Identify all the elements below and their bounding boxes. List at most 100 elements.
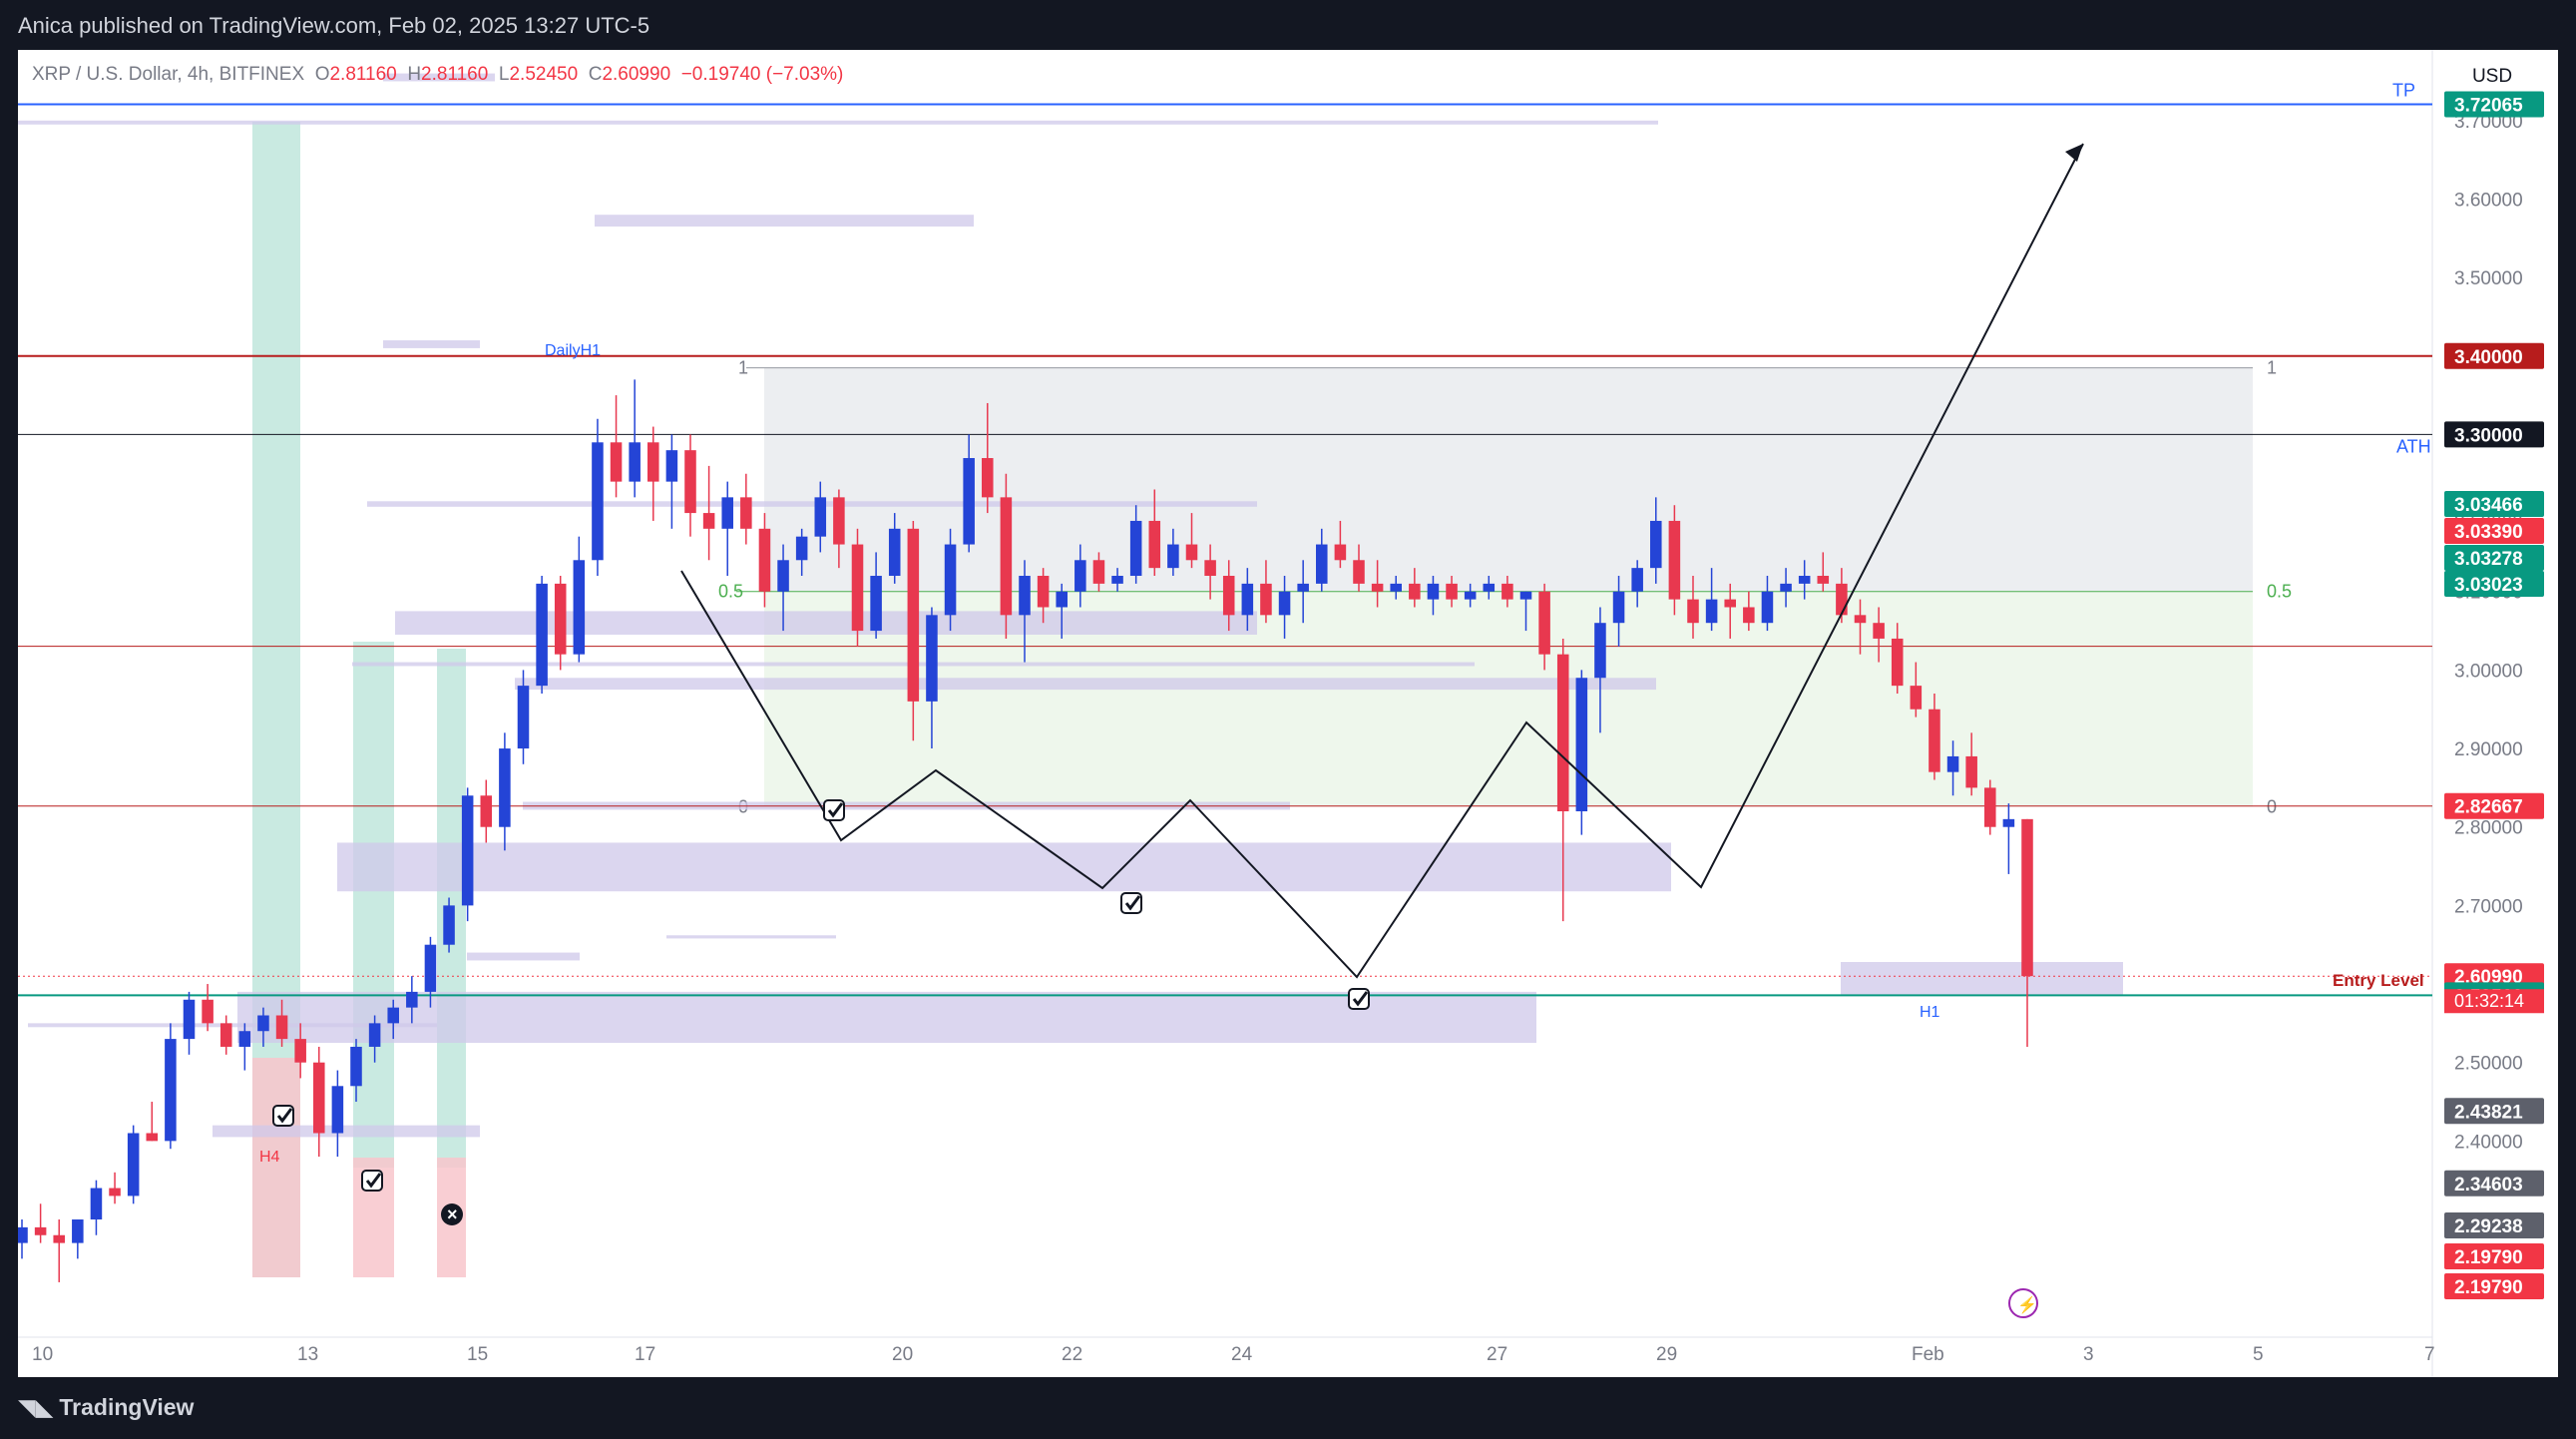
lightning-icon[interactable] <box>2008 1288 2038 1318</box>
price-tag-label: 3.03023 <box>2454 575 2523 596</box>
candle-body <box>1724 599 1736 608</box>
candle-body <box>18 1226 28 1243</box>
x-tick-label: 29 <box>1656 1344 1677 1365</box>
candle-body <box>1556 654 1569 811</box>
candle-body <box>851 544 864 632</box>
footer-bar <box>0 1377 2576 1439</box>
lightning-icon: ⚡ <box>2017 1295 2037 1314</box>
candle-body <box>1148 520 1161 569</box>
order-block-zone <box>28 1023 437 1028</box>
candle-body <box>1612 591 1625 624</box>
candle-body <box>982 458 994 498</box>
open-value: 2.81160 <box>329 64 397 85</box>
session-band-green <box>353 642 394 1168</box>
price-chart[interactable]: 110.50.500TPATHEntry LevelDailyH1H4H1×⚡3… <box>18 50 2558 1377</box>
candle-body <box>294 1039 306 1063</box>
candle-body <box>1241 583 1254 616</box>
price-tag <box>2444 518 2544 544</box>
entry-level-label: Entry Level <box>2333 971 2424 990</box>
check-mark-icon <box>1352 991 1369 1007</box>
candle-body <box>127 1133 140 1197</box>
candle-body <box>480 795 493 827</box>
currency-selector[interactable]: USD <box>2471 66 2513 87</box>
x-tick-label: 3 <box>2083 1344 2094 1365</box>
candle-body <box>963 458 975 545</box>
candle-body <box>406 991 418 1008</box>
order-block-zone <box>383 340 480 348</box>
candle-body <box>1854 615 1867 624</box>
candle-body <box>257 1015 269 1032</box>
y-tick-label: 2.50000 <box>2454 1054 2523 1075</box>
candle-body <box>1836 583 1848 616</box>
x-tick-label: 5 <box>2253 1344 2264 1365</box>
ath-label: ATH <box>2396 436 2431 456</box>
candle-body <box>165 1039 177 1142</box>
order-block-zone <box>595 215 974 227</box>
candle-body <box>53 1234 65 1243</box>
y-tick-label: 2.40000 <box>2454 1132 2523 1153</box>
order-block-zone <box>213 1125 480 1138</box>
candle-body <box>275 1015 288 1040</box>
low-value: 2.52450 <box>509 64 579 85</box>
candle-body <box>702 513 715 529</box>
candle-body <box>758 528 771 592</box>
h1-label: H1 <box>1920 1004 1940 1021</box>
candle-body <box>72 1219 84 1243</box>
x-tick-label: 13 <box>297 1344 318 1365</box>
price-tag <box>2444 571 2544 597</box>
candle-body <box>1575 678 1588 811</box>
high-label: H <box>407 64 422 85</box>
price-tag <box>2444 1098 2544 1125</box>
publish-info: Anica published on TradingView.com, Feb … <box>18 13 650 38</box>
candle-body <box>1984 787 1996 827</box>
price-tag <box>2444 1212 2544 1239</box>
candle-body <box>573 560 586 655</box>
tp-label: TP <box>2392 81 2415 101</box>
candle-body <box>183 999 196 1040</box>
price-tag-label: 3.40000 <box>2454 347 2523 368</box>
ohlc-legend: XRP / U.S. Dollar, 4h, BITFINEX O2.81160… <box>32 64 843 86</box>
check-mark-icon <box>365 1173 382 1189</box>
candle-body <box>536 583 548 687</box>
cross-circle-icon: × <box>447 1204 458 1224</box>
y-tick-label: 2.80000 <box>2454 818 2523 839</box>
price-tag-label: 2.19790 <box>2454 1247 2523 1268</box>
order-block-zone <box>367 501 1257 507</box>
projection-path <box>680 143 2084 979</box>
daily-h1-label: DailyH1 <box>545 342 601 359</box>
candle-body <box>146 1133 159 1142</box>
candle-body <box>1483 583 1496 592</box>
symbol-label[interactable]: XRP / U.S. Dollar, 4h, BITFINEX <box>32 64 305 85</box>
candle-body <box>1409 583 1421 600</box>
check-mark-icon <box>276 1108 293 1124</box>
price-tag-label: 3.30000 <box>2454 425 2523 446</box>
candle-body <box>1427 583 1440 600</box>
order-block-zone <box>383 73 495 82</box>
h4-label: H4 <box>259 1149 280 1166</box>
price-tag-label: 2.29238 <box>2454 1216 2523 1237</box>
tradingview-logo: ◥◣ TradingView <box>18 1394 194 1421</box>
low-label: L <box>498 64 510 85</box>
candle-body <box>1965 755 1977 788</box>
candle-body <box>1687 599 1699 624</box>
fib-label-05-left: 0.5 <box>718 582 743 602</box>
candle-body <box>684 450 696 514</box>
y-tick-label: 3.50000 <box>2454 268 2523 289</box>
price-tag-label: 3.03466 <box>2454 495 2523 516</box>
candle-body <box>1019 576 1031 616</box>
candle-body <box>1743 607 1755 624</box>
session-band-red <box>252 1058 300 1277</box>
candle-body <box>1390 583 1402 592</box>
candle-body <box>1780 583 1792 592</box>
candle-body <box>1074 560 1086 592</box>
candle-body <box>1222 576 1235 616</box>
candle-body <box>944 544 957 616</box>
candle-body <box>647 442 659 482</box>
candle-body <box>1891 638 1904 687</box>
tradingview-mark-icon: ◥◣ <box>18 1394 54 1420</box>
candle-body <box>443 905 455 945</box>
price-tag-label: 2.82667 <box>2454 797 2523 818</box>
cross-circle-icon <box>441 1203 463 1225</box>
check-mark-icon <box>1124 895 1141 911</box>
candle-body <box>1519 591 1532 600</box>
